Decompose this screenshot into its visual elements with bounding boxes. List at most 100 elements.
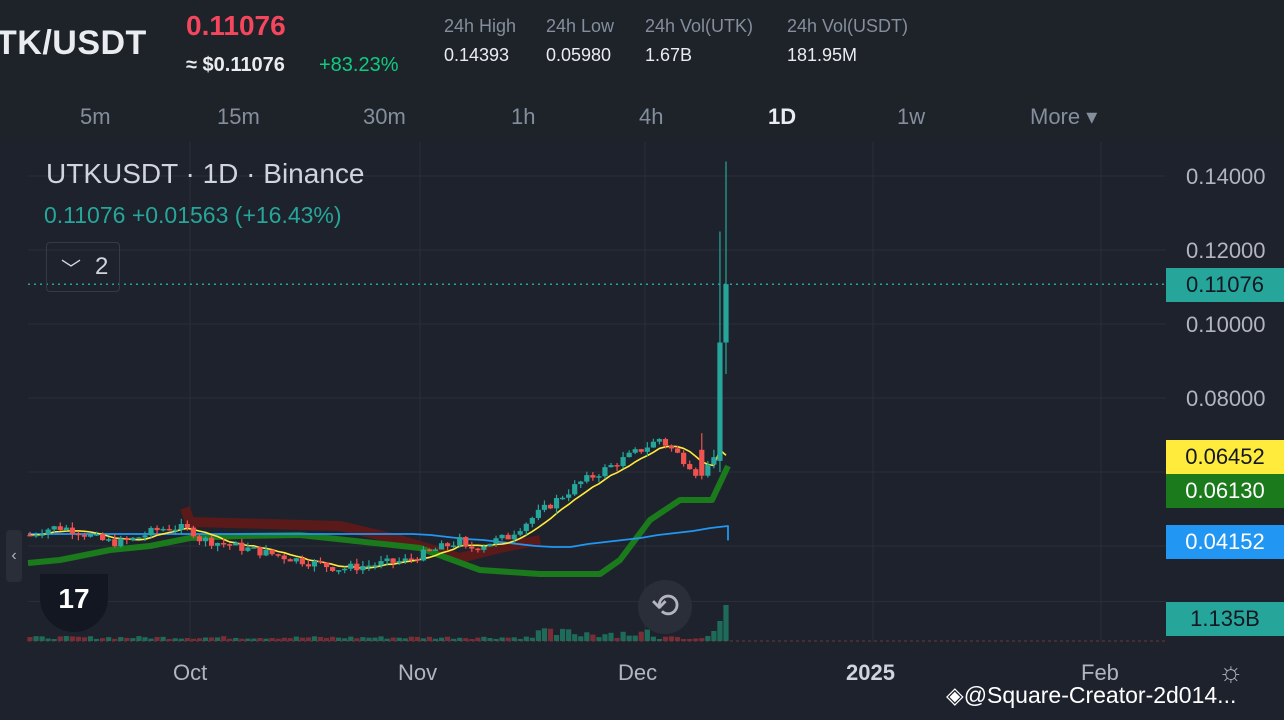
sidebar-handle[interactable]: ‹ (6, 530, 22, 582)
x-axis-label: 2025 (846, 660, 895, 685)
candle-body (384, 558, 390, 562)
candle-body (687, 464, 693, 470)
candle-body (511, 534, 517, 540)
candle-body (221, 543, 227, 545)
candle-body (475, 548, 481, 551)
volume-bar (275, 638, 281, 641)
candle-body (632, 449, 638, 453)
timeframe-1w[interactable]: 1w (897, 104, 926, 129)
candle-body (614, 465, 620, 467)
timeframe-30m[interactable]: 30m (363, 104, 406, 129)
timeframe-1h[interactable]: 1h (511, 104, 536, 129)
candle-body (378, 561, 384, 566)
candle-body (75, 533, 82, 536)
candle-body (184, 524, 190, 528)
candle-body (723, 284, 729, 343)
candle-body (602, 467, 608, 477)
volume-bar (227, 638, 233, 641)
candle-body (445, 543, 451, 547)
volume-bar (681, 638, 687, 641)
volume-bar (87, 636, 94, 641)
tradingview-logo-button[interactable]: 17 (40, 574, 108, 632)
candle-body (499, 534, 505, 539)
indicator-lines (27, 445, 731, 577)
candle-body (281, 555, 287, 560)
candle-body (87, 534, 94, 537)
volume-bar (269, 638, 275, 641)
volume-bar (693, 638, 699, 641)
volume-bar (699, 638, 705, 641)
volume-bar (172, 638, 178, 641)
timeframe-15m[interactable]: 15m (217, 104, 260, 129)
volume-bar (33, 636, 39, 641)
volume-bar (354, 638, 360, 641)
market-header: TK/USDT 0.11076 ≈ $0.11076 +83.23% 24h H… (0, 0, 1284, 129)
volume-bar (723, 605, 729, 641)
candle-body (711, 457, 717, 465)
volume-bar (287, 638, 293, 641)
volume-bar (27, 636, 33, 641)
volume-bar (239, 638, 245, 641)
volume-bar (662, 636, 669, 641)
candle-body (263, 549, 269, 556)
candle-body (172, 529, 178, 532)
candle-body (457, 537, 463, 546)
volume-bar (251, 638, 257, 641)
candle-body (717, 342, 723, 461)
volume-bar (705, 636, 711, 641)
timeframe-4h[interactable]: 4h (639, 104, 664, 129)
candle-body (130, 537, 136, 540)
timeframe-1d[interactable]: 1D (768, 104, 797, 129)
candle-body (523, 523, 529, 532)
volume-bar (166, 638, 172, 641)
candle-body (668, 445, 675, 449)
volume-bar (299, 637, 305, 641)
volume-bar (590, 634, 596, 641)
volume-bar (438, 637, 445, 641)
volume-bar (414, 636, 420, 641)
indicators-collapse-button[interactable]: ﹀ 2 (46, 242, 120, 292)
candle-body (311, 560, 318, 567)
volume-bar (674, 637, 681, 641)
price-chart[interactable] (0, 142, 1284, 720)
candle-body (202, 537, 209, 542)
candle-body (432, 549, 439, 551)
settings-icon[interactable]: ☼ (1218, 656, 1244, 687)
candle-body (620, 457, 626, 467)
volume-bar (614, 637, 620, 641)
ma-fast-tag: 0.06452 (1166, 440, 1284, 474)
volume-bar (93, 638, 100, 641)
volume-bar (221, 636, 227, 641)
volume-bar (390, 637, 396, 641)
indicator-count: 2 (95, 253, 109, 280)
volume-tag: 1.135B (1166, 602, 1284, 636)
volume-bar (420, 638, 426, 641)
reset-chart-icon[interactable]: ⟲ (638, 580, 692, 634)
candle-body (481, 546, 487, 550)
x-axis-label: Feb (1081, 660, 1119, 685)
volume-bar (668, 636, 675, 641)
candle-body (166, 528, 172, 531)
candle-body (33, 534, 39, 537)
candle-body (227, 544, 233, 546)
watermark: ◈@Square-Creator-2d014... (946, 682, 1237, 708)
volume-bar (281, 637, 287, 641)
volume-bar (245, 638, 251, 641)
x-axis-label: Dec (618, 660, 658, 685)
volume-bar (596, 637, 602, 641)
volume-bar (311, 636, 318, 641)
volume-bar (517, 638, 523, 641)
trading-pair-title: TK/USDT (0, 24, 147, 62)
support-band (27, 464, 731, 577)
y-axis-label: 0.14000 (1186, 164, 1266, 189)
candle-body (390, 558, 396, 563)
volume-bar (39, 636, 45, 641)
timeframe-5m[interactable]: 5m (80, 104, 111, 129)
volume-bar (559, 628, 566, 641)
timeframe-more-dropdown[interactable]: More ▾ (1030, 104, 1098, 129)
chart-grid (28, 142, 1166, 642)
resistance-band (180, 506, 541, 563)
candle-body (27, 534, 33, 537)
candle-body (154, 527, 160, 531)
